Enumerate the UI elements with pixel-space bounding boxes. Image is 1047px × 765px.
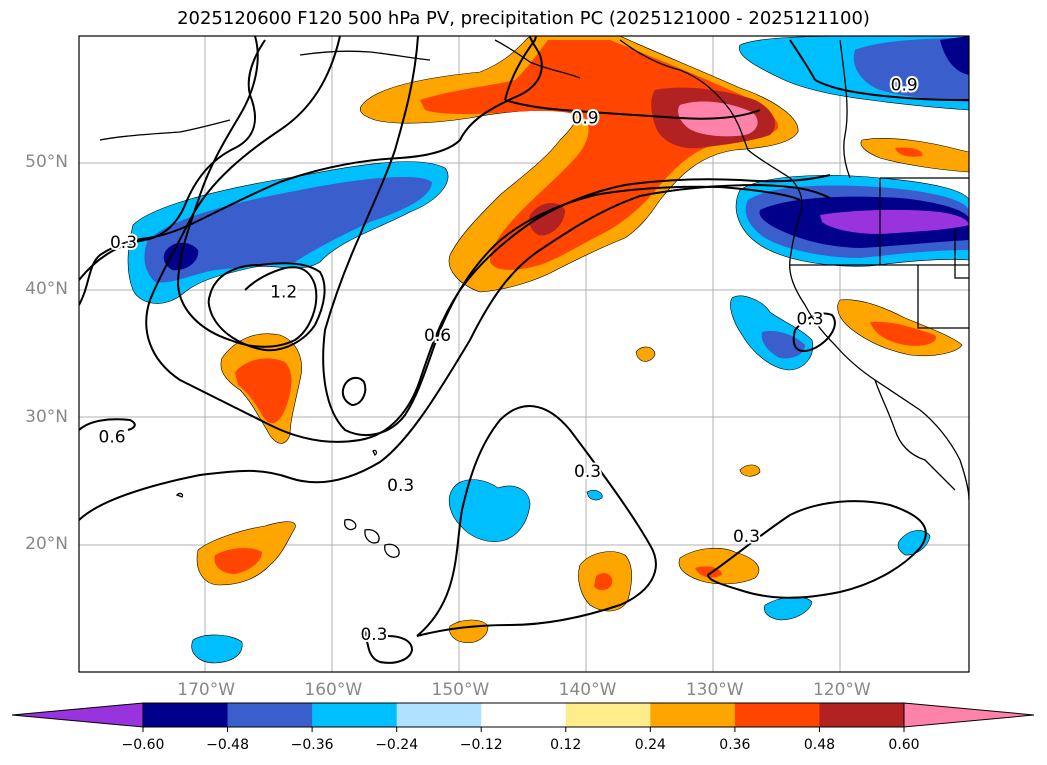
colorbar-tick-label: −0.12: [459, 737, 503, 753]
lon-label: 160°W: [304, 680, 363, 700]
lon-label: 120°W: [812, 680, 871, 700]
contour-0.9-inner: [176, 36, 318, 348]
colorbar-segment: [227, 703, 313, 727]
blue-patch-central: [448, 479, 531, 542]
colorbar-segment: [312, 703, 398, 727]
lat-label: 50°N: [25, 152, 68, 173]
colorbar-segment: [143, 703, 229, 727]
lon-label: 130°W: [685, 680, 744, 700]
colorbar-segment: [819, 703, 905, 727]
contour-label: 0.3: [110, 233, 137, 253]
colorbar-segment: [565, 703, 651, 727]
contour-label: 0.9: [891, 75, 918, 95]
contour-1.2: [207, 262, 326, 352]
contour-label: 0.6: [99, 428, 126, 448]
contour-label: 1.2: [270, 283, 297, 303]
contour-label: 0.3: [360, 625, 387, 645]
contour-0.9-ne: [504, 36, 761, 120]
chart-title: 2025120600 F120 500 hPa PV, precipitatio…: [177, 8, 870, 29]
contour-label: 0.9: [572, 108, 599, 128]
colorbar-tick-label: 0.24: [634, 737, 666, 753]
contour-0.6-outer: [322, 36, 801, 436]
pv-contours: [79, 36, 969, 664]
colorbar-low-extend: [11, 702, 144, 728]
contour-0.3-bermuda: [416, 405, 657, 637]
lon-label: 150°W: [431, 680, 490, 700]
colorbar-segment: [650, 703, 736, 727]
contour-label: 0.3: [733, 527, 760, 547]
colorbar-tick-label: −0.60: [121, 737, 165, 753]
contour-label: 0.3: [574, 462, 601, 482]
colorbar-segment: [481, 703, 567, 727]
colorbar-segment: [396, 703, 482, 727]
colorbar-tick-label: 0.36: [719, 737, 751, 753]
lat-label: 20°N: [25, 533, 68, 554]
contour-0.3-west: [79, 36, 543, 306]
lat-label: 30°N: [25, 406, 68, 427]
contour-0.3-baja: [792, 312, 836, 352]
lon-label: 140°W: [558, 680, 617, 700]
positive-anomaly-shading: [196, 36, 969, 643]
coastlines: [99, 39, 969, 558]
contour-label: 0.3: [387, 476, 414, 496]
contour-label: 0.3: [797, 309, 824, 329]
contour-0.3-east: [706, 500, 927, 599]
map-frame: [78, 35, 970, 673]
colorbar-tick-label: 0.12: [550, 737, 582, 753]
colorbar-tick-label: −0.48: [206, 737, 249, 753]
colorbar: [11, 702, 1035, 732]
contour-labels: 0.3 1.2 0.6 0.9 0.9 0.3 0.6 0.3 0.3 0.3 0.3: [97, 73, 920, 647]
colorbar-tick-label: −0.24: [375, 737, 419, 753]
contour-label: 0.6: [424, 326, 451, 346]
lat-label: 40°N: [25, 279, 68, 300]
lon-label: 170°W: [177, 680, 236, 700]
negative-anomaly-shading: [127, 36, 969, 664]
colorbar-tick-label: 0.48: [803, 737, 836, 753]
colorbar-high-extend: [903, 702, 1035, 728]
colorbar-segment: [734, 703, 820, 727]
colorbar-tick-label: −0.36: [290, 737, 334, 753]
blue-patch-south: [191, 634, 243, 664]
colorbar-tick-label: 0.60: [888, 737, 920, 753]
